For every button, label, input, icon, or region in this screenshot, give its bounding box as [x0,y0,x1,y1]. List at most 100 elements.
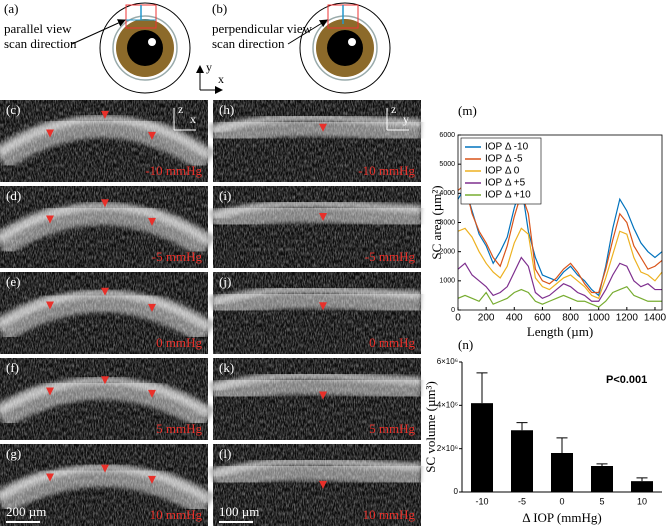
y-tick-label: 4000 [439,190,455,197]
y-tick-label: 2000 [439,249,455,256]
y-tick-label: 6×10⁶ [437,357,458,366]
x-tick-label: 0 [559,496,564,506]
pressure-label: 0 mmHg [369,335,415,350]
pressure-label: -5 mmHg [365,249,416,264]
error-bar [476,372,488,404]
marker-arrow [148,303,156,312]
x-tick-label: 800 [562,313,579,324]
error-bar [556,437,568,453]
diagram-caption: parallel view [4,21,72,36]
pressure-label: -5 mmHg [152,249,203,264]
speckle [213,358,421,440]
panel-label: (d) [6,188,21,203]
pressure-label: -10 mmHg [358,163,415,178]
speckle [0,358,208,440]
marker-arrow [101,287,109,296]
x-tick-label: 0 [455,313,461,324]
oct-image [0,186,216,268]
error-bar [516,422,528,431]
y-tick-label: 3000 [439,219,455,226]
bar [471,403,493,492]
error-bar [596,463,608,466]
marker-arrow [319,391,327,400]
panel-label: (c) [6,102,20,117]
marker-arrow [46,387,54,396]
data-line [457,227,663,300]
x-tick-label: 10 [637,496,647,506]
eye-diagram-b [287,2,391,94]
oct-image [208,100,422,182]
panel-label: (m) [458,103,477,118]
x-tick-label: 1400 [644,313,667,324]
y-axis-label: SC volume (µm³) [423,381,438,473]
bar [511,430,533,492]
panel-label: (e) [6,274,20,289]
plot-frame [457,134,663,311]
y-tick-label: 1000 [439,278,455,285]
panel-label: (i) [219,188,231,203]
marker-arrow [101,110,109,119]
y-tick-label: 5000 [439,161,455,168]
marker-arrow [101,464,109,473]
y-tick-label: 6000 [439,132,455,139]
y-axis-label: SC area (µm²) [429,185,444,259]
data-line [457,256,662,302]
marker-arrow [46,301,54,310]
data-line [457,184,663,297]
x-tick-label: 1200 [616,313,639,324]
legend-label: IOP Δ +10 [485,190,531,201]
y-tick-label: 0 [454,487,459,496]
marker-arrow [101,199,109,208]
panel-label: (f) [6,360,19,375]
panel-label: (g) [6,446,21,461]
annotation: P<0.001 [606,374,647,386]
eye-diagram-a [71,2,191,94]
panel-label: (h) [219,102,234,117]
x-tick-label: 1000 [588,313,611,324]
legend-label: IOP Δ -5 [485,154,523,165]
diagram-caption: scan direction [4,36,77,51]
marker-arrow [46,473,54,482]
marker-arrow [319,302,327,311]
y-tick-label: 0 [451,307,455,314]
pressure-label: 10 mmHg [150,507,203,522]
bar [591,466,613,492]
orientation-label: x [190,112,196,126]
pressure-label: 5 mmHg [156,421,202,436]
speckle [213,186,421,268]
y-tick-label: 4×10⁶ [437,400,458,409]
orientation-label: z [178,102,183,116]
marker-arrow [101,376,109,385]
legend-label: IOP Δ +5 [485,178,526,189]
speckle [213,444,421,526]
x-axis-label: Length (µm) [527,324,593,339]
pressure-label: 5 mmHg [369,421,415,436]
x-axis-label: Δ IOP (mmHg) [522,510,601,525]
x-tick-label: -10 [475,496,488,506]
oct-image [208,272,422,354]
speckle [0,444,208,526]
x-tick-label: 200 [478,313,495,324]
x-tick-label: 400 [506,313,523,324]
oct-image [0,100,216,182]
legend-label: IOP Δ 0 [485,166,520,177]
data-line [457,285,662,308]
pressure-label: -10 mmHg [145,163,202,178]
panel-label: (j) [219,274,231,289]
legend-label: IOP Δ -10 [485,142,529,153]
panel-label: (n) [458,337,473,352]
bar [631,481,653,492]
marker-arrow [46,215,54,224]
marker-arrow [319,123,327,132]
pressure-label: 0 mmHg [156,335,202,350]
speckle [213,272,421,354]
x-tick-label: 600 [534,313,551,324]
oct-image [0,444,215,526]
panel-label: (k) [219,360,234,375]
x-tick-label: 5 [599,496,604,506]
orientation-label: z [391,102,396,116]
marker-arrow [148,131,156,140]
marker-arrow [46,129,54,138]
